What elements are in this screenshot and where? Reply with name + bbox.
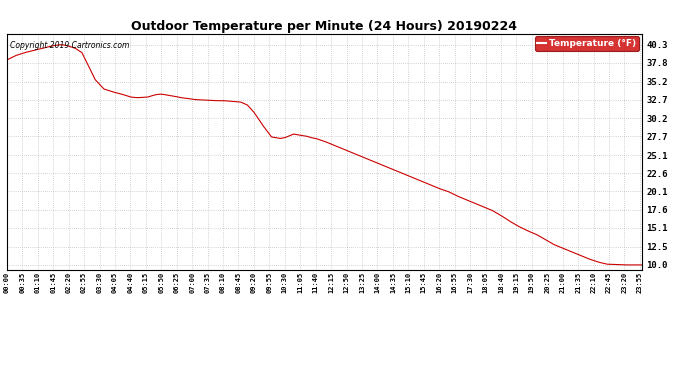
Text: Copyright 2019 Cartronics.com: Copyright 2019 Cartronics.com (10, 41, 130, 50)
Legend: Temperature (°F): Temperature (°F) (535, 36, 639, 51)
Title: Outdoor Temperature per Minute (24 Hours) 20190224: Outdoor Temperature per Minute (24 Hours… (131, 20, 518, 33)
